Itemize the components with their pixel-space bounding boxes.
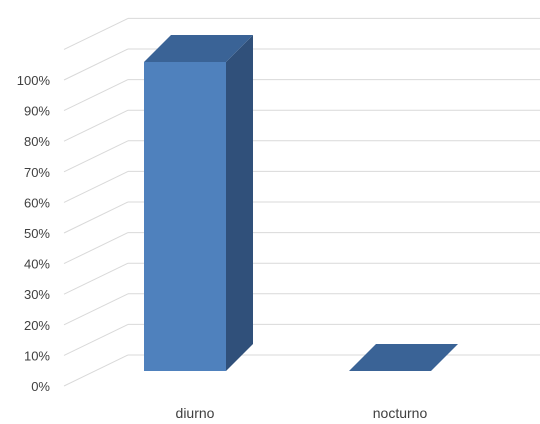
gridline-diagonal — [63, 232, 129, 265]
bars — [144, 35, 458, 371]
y-tick-label: 100% — [17, 73, 51, 88]
bar-side — [226, 35, 253, 371]
y-tick-label: 40% — [24, 257, 50, 272]
x-category-label: diurno — [176, 405, 215, 421]
gridline-diagonal — [63, 201, 129, 234]
y-tick-label: 10% — [24, 348, 50, 363]
gridline-diagonal — [63, 170, 129, 203]
y-tick-label: 30% — [24, 287, 50, 302]
bar — [349, 344, 458, 371]
y-tick-label: 0% — [31, 379, 50, 394]
gridline-diagonal — [63, 48, 129, 81]
y-tick-label: 80% — [24, 134, 50, 149]
gridline-diagonal — [63, 323, 129, 356]
gridline-diagonal — [63, 109, 129, 142]
gridlines — [63, 17, 540, 387]
bar-top — [349, 344, 458, 371]
bar — [144, 35, 253, 371]
x-category-label: nocturno — [373, 405, 428, 421]
y-tick-label: 90% — [24, 104, 50, 119]
y-axis-ticks: 0% 10% 20% 30% 40% 50% 60% 70% 80% 90% 100% — [17, 73, 51, 394]
y-tick-label: 50% — [24, 226, 50, 241]
y-tick-label: 60% — [24, 195, 50, 210]
x-axis-labels: diurno nocturno — [176, 405, 428, 421]
y-tick-label: 70% — [24, 165, 50, 180]
gridline-diagonal — [63, 354, 129, 387]
gridline-diagonal — [63, 293, 129, 326]
gridline-diagonal — [63, 140, 129, 173]
y-tick-label: 20% — [24, 318, 50, 333]
gridline-diagonal — [63, 79, 129, 112]
bar-top — [144, 35, 253, 62]
gridline-diagonal — [63, 262, 129, 295]
bar-front — [144, 62, 226, 371]
gridline-diagonal — [63, 17, 129, 50]
